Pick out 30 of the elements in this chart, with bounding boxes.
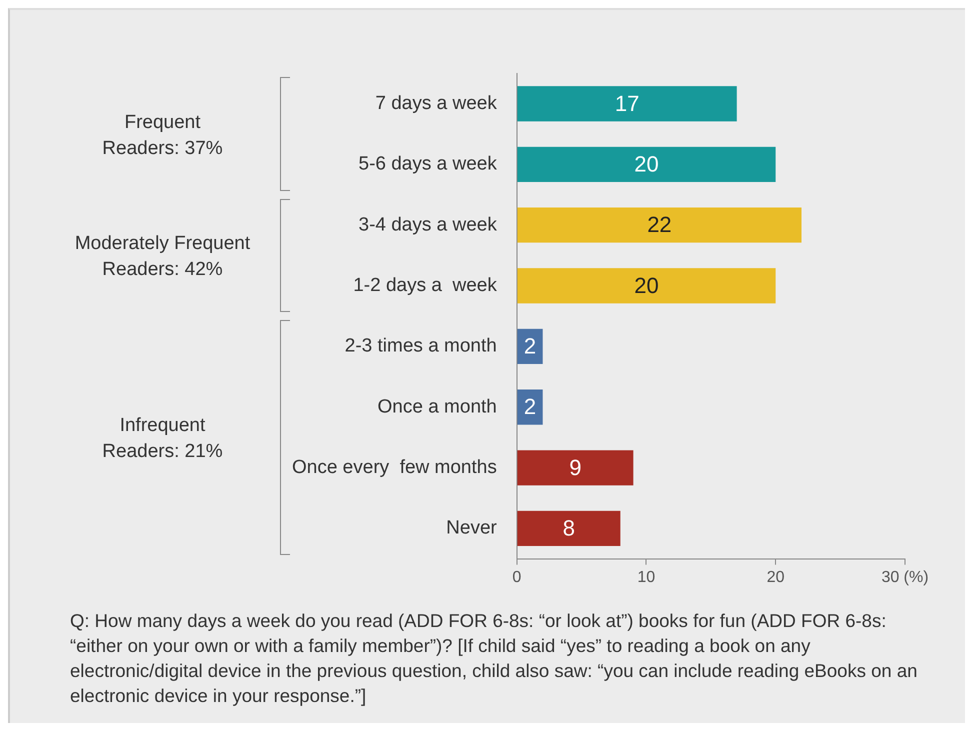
x-tick-label: 20 bbox=[766, 568, 785, 586]
y-tick-label: Never bbox=[446, 518, 498, 539]
data-label: 8 bbox=[562, 516, 575, 541]
text: Moderately Frequent Readers: 42% bbox=[74, 232, 252, 282]
x-tick-label: 10 bbox=[637, 568, 656, 586]
bar bbox=[517, 450, 634, 486]
y-tick-label: 5-6 days a week bbox=[358, 154, 498, 175]
bar bbox=[517, 510, 620, 546]
data-label: 2 bbox=[524, 334, 536, 358]
bar bbox=[517, 268, 776, 304]
y-tick-label: 2-3 times a month bbox=[344, 336, 497, 357]
text: Frequent Readers: 37% bbox=[101, 111, 224, 162]
data-label: 17 bbox=[614, 90, 640, 116]
data-label: 20 bbox=[634, 151, 659, 176]
y-tick-label: Once a month bbox=[378, 396, 497, 418]
y-tick-label: Once every few months bbox=[292, 457, 497, 478]
data-label: 20 bbox=[634, 272, 659, 298]
text: Q: How many days a week do you read (ADD FOR 6-8s: “or look at”) books for fun (ADD FOR 6-8s: “either on your own or with a family member”)? [If child said “yes” to reading a book on any electronic/digital device in the previous question, child also saw: “you can include reading eBooks on an electronic device in your response.”] bbox=[70, 609, 918, 708]
y-tick-label: 1-2 days a week bbox=[353, 274, 498, 296]
x-tick-label: 0 bbox=[512, 568, 522, 586]
data-label: 2 bbox=[524, 394, 536, 420]
y-tick-label: 7 days a week bbox=[375, 92, 498, 114]
data-label: 22 bbox=[647, 212, 672, 238]
data-label: 9 bbox=[569, 454, 582, 480]
text: Infrequent Readers: 21% bbox=[101, 414, 224, 464]
bar bbox=[517, 146, 776, 182]
bar bbox=[517, 207, 802, 243]
bar bbox=[517, 86, 737, 122]
y-tick-label: 3-4 days a week bbox=[358, 214, 498, 236]
x-tick-label: 30 (%) bbox=[881, 568, 929, 586]
